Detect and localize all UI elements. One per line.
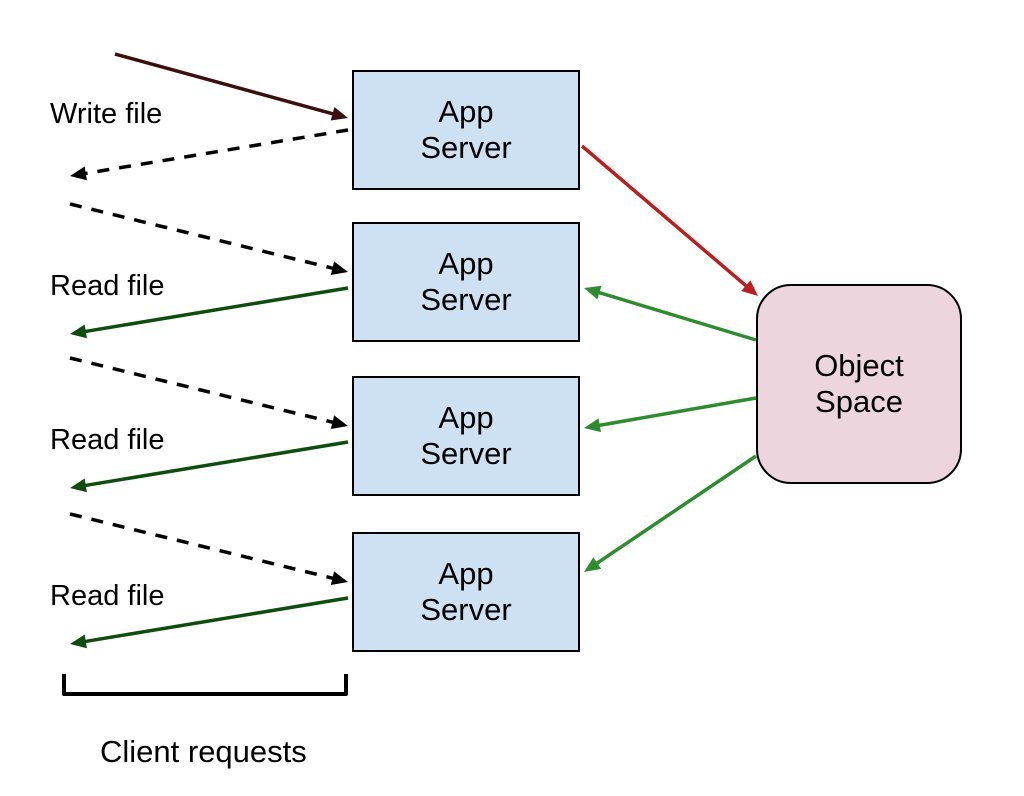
app-server-3-label-line1: App: [438, 400, 493, 436]
read-file-label-2: Read file: [50, 424, 164, 457]
app-server-4: App Server: [352, 532, 580, 652]
app-server-4-label-line1: App: [438, 556, 493, 592]
object-space-label-line1: Object: [814, 348, 904, 384]
app-server-1-label-line1: App: [438, 94, 493, 130]
object-space-label-line2: Space: [815, 384, 903, 420]
read-file-label-3: Read file: [50, 580, 164, 613]
app-server-4-label-line2: Server: [420, 592, 511, 628]
app-server-2-label-line1: App: [438, 246, 493, 282]
app-server-3-label-line2: Server: [420, 436, 511, 472]
write-file-label: Write file: [50, 98, 162, 131]
app-server-3: App Server: [352, 376, 580, 496]
read-file-label-1: Read file: [50, 270, 164, 303]
app-server-1-label-line2: Server: [420, 130, 511, 166]
object-space: Object Space: [756, 284, 962, 484]
app-server-1: App Server: [352, 70, 580, 190]
app-server-2-label-line2: Server: [420, 282, 511, 318]
client-requests-label: Client requests: [100, 734, 307, 770]
app-server-2: App Server: [352, 222, 580, 342]
